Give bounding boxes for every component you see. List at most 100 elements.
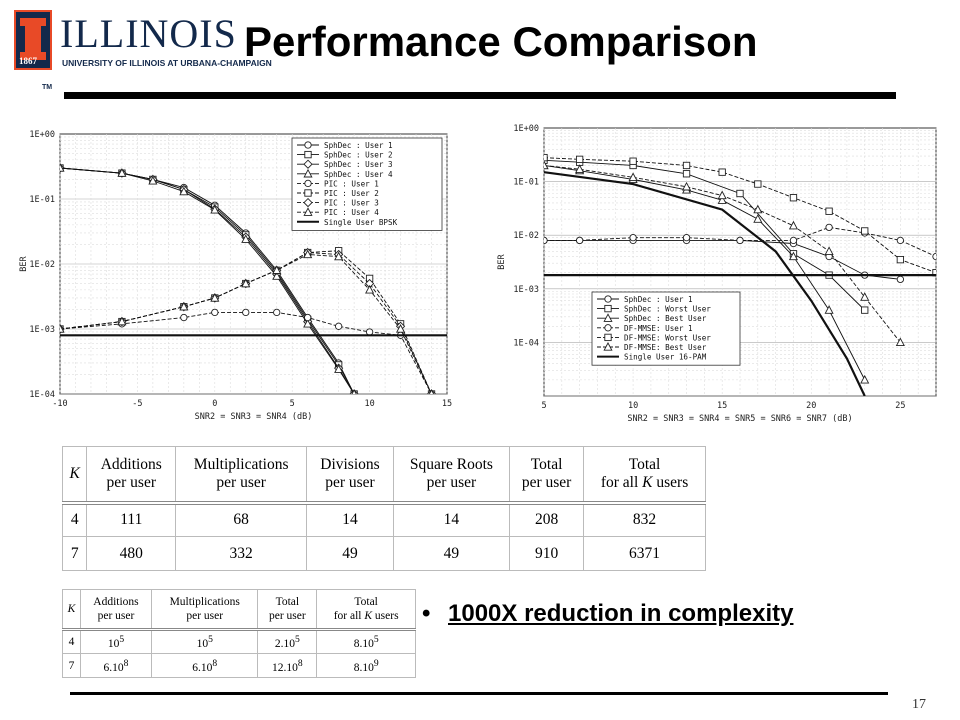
data-point: [60, 324, 65, 333]
table-cell: 4: [61, 500, 88, 537]
complexity-table: K Additions per user Multiplications per use…: [62, 589, 416, 678]
legend-marker: [303, 168, 313, 178]
table-cell: 105: [151, 628, 259, 654]
column-header: Multiplications per user: [151, 589, 259, 630]
data-point: [861, 227, 869, 235]
data-point: [273, 308, 281, 317]
column-header: Additions per user: [79, 589, 153, 630]
x-tick-label: -5: [132, 399, 142, 409]
series-7: [544, 171, 866, 396]
y-tick-label: 1E-04: [29, 390, 55, 400]
chart-svg: 5 10 15 20 25 1E+00 1E-01 1E-02 1E-03 1E-04 SNR2 =…: [497, 124, 937, 424]
legend-label: SphDec : User 3: [324, 160, 393, 169]
table-cell: 105: [79, 628, 153, 654]
y-tick-label: 1E+00: [513, 124, 539, 134]
x-tick-label: 10: [364, 399, 374, 409]
table-cell: 8.109: [316, 653, 416, 678]
legend-marker: [604, 324, 612, 332]
data-point: [272, 265, 282, 274]
data-point: [860, 292, 870, 301]
legend-label: PIC : User 4: [324, 208, 379, 217]
data-point: [896, 236, 905, 245]
grid: [59, 134, 448, 395]
data-point: [396, 324, 406, 333]
column-header: K: [62, 589, 81, 630]
legend-label: PIC : User 1: [324, 179, 379, 188]
table-header-row: K Additions per user Multiplications per use…: [61, 446, 706, 503]
data-point: [736, 236, 744, 245]
logo-wordmark: ILLINOIS: [60, 11, 237, 56]
column-header: Total per user: [509, 446, 585, 503]
y-tick-label: 1E+00: [29, 130, 55, 140]
data-point: [753, 214, 763, 223]
column-header: Additions per user: [86, 446, 177, 503]
data-point: [210, 204, 220, 214]
y-axis-label: BER: [497, 253, 507, 269]
data-point: [575, 164, 585, 173]
table-cell: 12.108: [257, 653, 318, 678]
y-axis-label: BER: [19, 255, 29, 271]
data-point: [179, 301, 189, 311]
legend-marker: [604, 333, 612, 342]
series-line: [60, 167, 355, 394]
data-point: [789, 194, 798, 202]
x-tick-label: 5: [290, 399, 295, 409]
data-point: [717, 195, 727, 204]
data-point: [544, 160, 549, 170]
data-point: [575, 236, 584, 245]
legend-marker: [304, 141, 312, 149]
data-point: [303, 249, 313, 259]
legend-marker: [304, 179, 312, 188]
legend-label: SphDec : User 1: [324, 141, 393, 150]
chart-svg: -10 -5 0 5 10 15 1E+00 1E-01 1E-02 1E-03 1E-04 SNR2…: [19, 130, 452, 422]
x-tick-label: -10: [52, 399, 67, 409]
data-point: [824, 305, 834, 314]
series-line: [544, 171, 866, 396]
legend-marker: [303, 207, 313, 216]
legend-marker: [604, 295, 612, 303]
x-tick-label: 15: [717, 401, 727, 411]
y-tick-label: 1E-02: [29, 260, 55, 270]
data-point: [718, 168, 726, 176]
data-point: [117, 168, 127, 177]
legend-marker: [603, 313, 613, 322]
data-point: [717, 190, 727, 200]
legend-label: SphDec : User 2: [324, 151, 393, 160]
data-point: [789, 236, 798, 245]
title-divider: [64, 92, 896, 99]
series-8: [60, 249, 435, 394]
table-cell: 832: [583, 500, 706, 537]
data-point: [117, 316, 127, 326]
x-tick-label: 0: [212, 399, 217, 409]
table-cell: 6.108: [151, 653, 259, 678]
data-point: [334, 364, 344, 373]
series-5: [544, 153, 936, 277]
x-tick-label: 15: [442, 399, 452, 409]
university-logo: 1867 ILLINOIS UNIVERSITY OF ILLINOIS AT …: [14, 10, 272, 92]
page-number: 17: [912, 697, 926, 712]
y-tick-label: 1E-03: [29, 325, 55, 335]
legend-label: SphDec : Worst User: [624, 305, 711, 314]
legend-marker: [603, 342, 613, 351]
series-4: [544, 223, 936, 261]
column-header: Total per user: [257, 589, 318, 630]
series-line: [544, 226, 936, 257]
table-row: 7 480 332 49 49 910 6371: [61, 536, 706, 571]
series-line: [60, 254, 432, 394]
y-tick-label: 1E-01: [29, 195, 55, 205]
x-axis-label: SNR2 = SNR3 = SNR4 = SNR5 = SNR6 = SNR7 …: [627, 414, 852, 424]
data-point: [788, 220, 799, 230]
footer-divider: [70, 692, 888, 695]
data-point: [241, 234, 251, 243]
data-point: [825, 207, 833, 215]
table-cell: 8.105: [316, 628, 416, 654]
data-point: [861, 306, 869, 314]
column-header: Total for all K users: [583, 446, 706, 503]
data-point: [242, 308, 250, 317]
data-point: [628, 172, 638, 182]
legend-box: [591, 291, 741, 366]
data-point: [428, 389, 435, 394]
table-cell: 49: [392, 536, 511, 571]
